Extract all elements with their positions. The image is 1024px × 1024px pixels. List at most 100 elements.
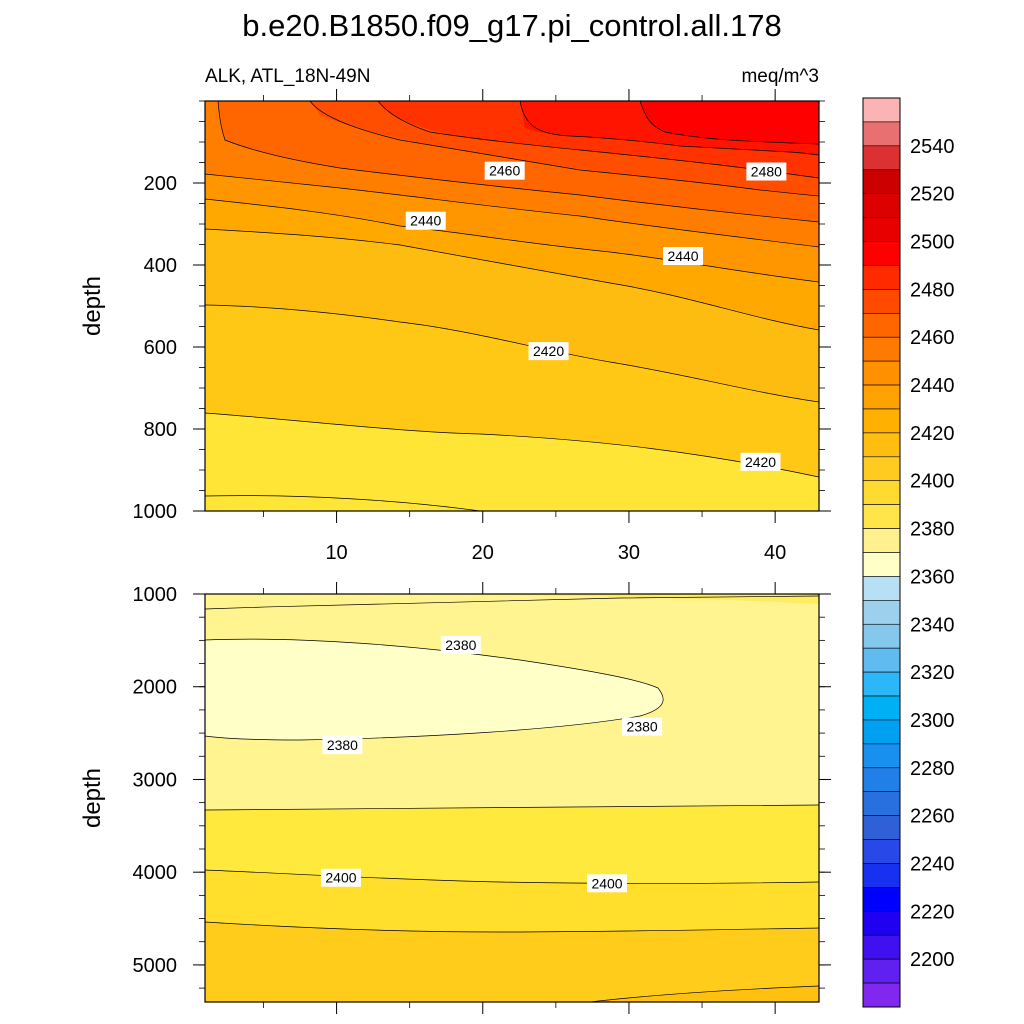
colorbar-label: 2200 [910, 949, 955, 971]
colorbar-swatch [862, 289, 901, 314]
colorbar-swatch [862, 647, 901, 673]
colorbar-swatch [862, 336, 901, 362]
chart-title: b.e20.B1850.f09_g17.pi_control.all.178 [242, 8, 782, 43]
colorbar-swatch [862, 217, 901, 242]
contour-label-box [320, 868, 361, 887]
fill-band-2420 [205, 922, 819, 1002]
colorbar-swatch [862, 911, 901, 936]
y-tick-label: 5000 [133, 955, 178, 977]
contour-label-box [322, 736, 363, 755]
colorbar-swatch [862, 121, 901, 147]
colorbar-label: 2520 [910, 184, 955, 206]
contour-label-box [663, 246, 704, 265]
colorbar-swatch [862, 480, 901, 505]
colorbar-swatch [862, 312, 901, 338]
colorbar-label: 2540 [910, 136, 955, 158]
x-tick-label: 40 [764, 542, 786, 564]
colorbar-label: 2220 [910, 901, 955, 923]
lower-panel: 2380 2380 2380 2400 2400 1000 2000 3000 4000 500… [79, 582, 831, 1014]
contour-label: 2400 [591, 875, 622, 891]
colorbar-label: 2300 [910, 710, 955, 732]
x-tick-label: 10 [325, 542, 347, 564]
colorbar-label: 2440 [910, 375, 955, 397]
y-tick-label: 1000 [133, 584, 178, 606]
colorbar-swatch [862, 504, 901, 529]
contour-labels-lower: 2380 2380 2380 2400 2400 [320, 636, 663, 893]
colorbar-swatch [862, 145, 901, 171]
colorbar-frame [862, 97, 901, 1008]
y-tick-label: 3000 [133, 769, 178, 791]
y-tick-label: 600 [144, 337, 177, 359]
x-tick-label: 30 [618, 542, 640, 564]
colorbar-swatch [862, 97, 901, 123]
contour-labels-upper: 2460 2480 2440 2440 2420 2420 [405, 161, 787, 471]
contour-label: 2480 [751, 164, 782, 180]
contour-label-box [528, 342, 569, 361]
colorbar-swatch [862, 600, 901, 625]
colorbar-swatch [862, 934, 901, 960]
colorbar-swatch [862, 456, 901, 482]
colorbar-label: 2280 [910, 758, 955, 780]
lower-axes: 1000 2000 3000 4000 5000 [133, 582, 831, 1014]
contour-label-box [587, 874, 628, 893]
colorbar-swatch [862, 982, 901, 1008]
y-tick-label: 1000 [133, 501, 178, 523]
contour-label-box [484, 161, 525, 180]
contour-label: 2380 [627, 719, 658, 735]
colorbar-label: 2480 [910, 279, 955, 301]
fill-band-top-edge [205, 594, 819, 604]
colorbar-swatch [862, 887, 901, 912]
colorbar-swatch [862, 767, 901, 793]
colorbar-swatch [862, 432, 901, 458]
colorbar-swatch [862, 863, 901, 888]
colorbar-swatch [862, 360, 901, 386]
colorbar-swatch [862, 576, 901, 601]
fill-band-2380 [205, 639, 664, 740]
colorbar-swatch [862, 791, 901, 816]
lower-plot-frame [204, 593, 820, 1003]
contour-label: 2460 [489, 163, 520, 179]
contour-label: 2420 [745, 454, 776, 470]
colorbar-swatch [862, 815, 901, 840]
upper-panel: 2460 2480 2440 2440 2420 2420 200 400 600 800 100… [79, 89, 831, 564]
colorbar-label: 2340 [910, 614, 955, 636]
colorbar-label: 2240 [910, 853, 955, 875]
contour-label: 2440 [667, 248, 698, 264]
contour-label: 2380 [327, 737, 358, 753]
colorbar-swatch [862, 408, 901, 434]
y-tick-label: 200 [144, 173, 177, 195]
contour-label-box [440, 636, 481, 654]
colorbar-label: 2260 [910, 806, 955, 828]
contour-label: 2420 [533, 343, 564, 359]
contour-label-box [622, 717, 663, 736]
fill-band-2430 [590, 986, 819, 1002]
colorbar-swatch [862, 958, 901, 984]
colorbar-swatch [862, 839, 901, 864]
colorbar-swatch [862, 695, 901, 721]
colorbar-swatch [862, 241, 901, 266]
colorbar-label: 2360 [910, 566, 955, 588]
contour-label-box [746, 162, 787, 181]
colorbar-label: 2380 [910, 519, 955, 541]
contour-label-box [740, 452, 781, 471]
lower-y-axis-label: depth [79, 768, 106, 828]
fill-band-bottom [205, 413, 819, 511]
colorbar-swatch [862, 169, 901, 194]
colorbar-label: 2500 [910, 232, 955, 254]
colorbar-swatch [862, 743, 901, 769]
colorbar-label: 2400 [910, 471, 955, 493]
colorbar-swatch [862, 265, 901, 290]
contour-label: 2440 [410, 213, 441, 229]
colorbar-label: 2460 [910, 327, 955, 349]
colorbar-swatch [862, 719, 901, 745]
contour-label: 2400 [325, 870, 356, 886]
upper-y-axis-label: depth [79, 276, 106, 336]
colorbar-swatch [862, 623, 901, 649]
x-tick-label: 20 [472, 542, 494, 564]
chart-units: meq/m^3 [741, 66, 819, 87]
colorbar-swatch [862, 552, 901, 577]
y-tick-label: 4000 [133, 862, 178, 884]
colorbar-label: 2420 [910, 423, 955, 445]
